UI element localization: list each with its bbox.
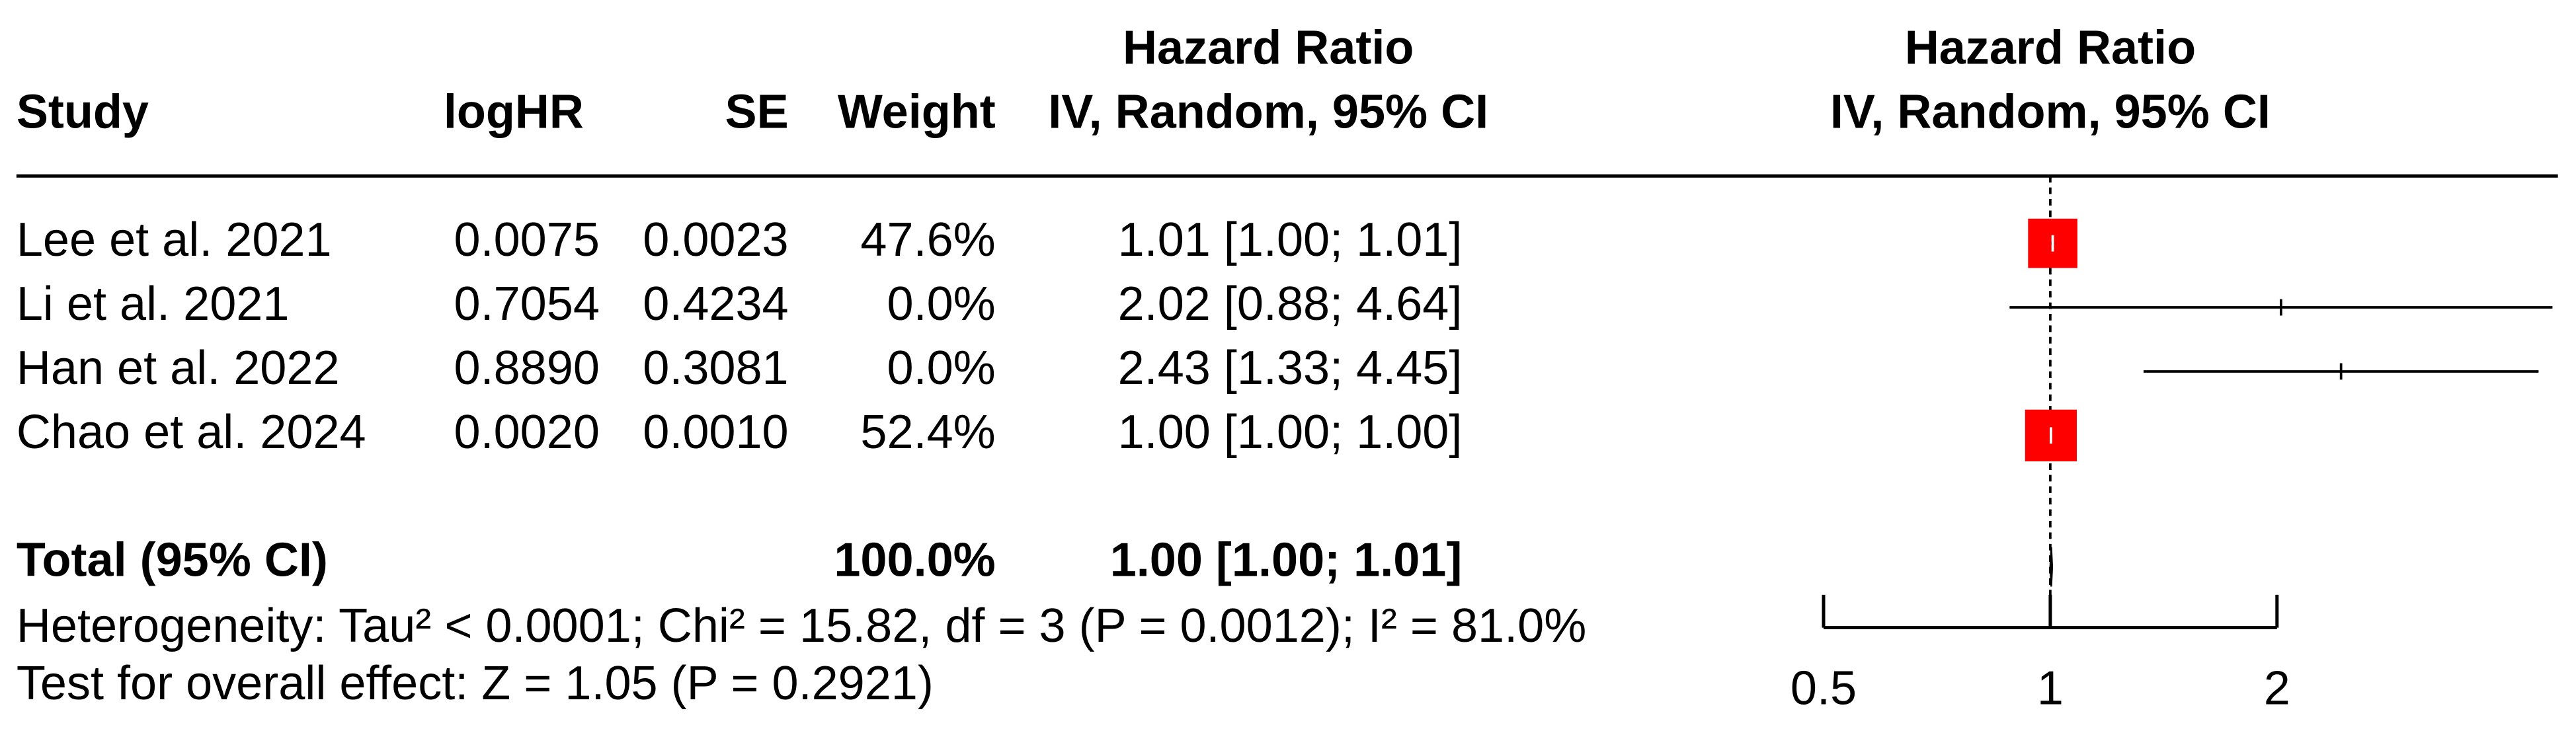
total-diamond <box>2049 547 2054 587</box>
header-study: Study <box>17 85 149 138</box>
hazard-ratio: 2.43 [1.33; 4.45] <box>1118 342 1463 395</box>
header-plot-method: IV, Random, 95% CI <box>1830 85 2271 138</box>
header-hr: Hazard Ratio <box>1123 21 1414 74</box>
header-hr-method: IV, Random, 95% CI <box>1048 85 1488 138</box>
total-hr: 1.00 [1.00; 1.01] <box>1110 534 1463 587</box>
x-tick-label: 2 <box>2264 662 2290 715</box>
total-weight: 100.0% <box>834 534 995 587</box>
study-name: Han et al. 2022 <box>17 342 340 395</box>
header-loghr: logHR <box>444 85 584 138</box>
weight: 0.0% <box>887 342 996 395</box>
study-name: Chao et al. 2024 <box>17 406 366 459</box>
hazard-ratio: 1.00 [1.00; 1.00] <box>1118 406 1463 459</box>
x-tick-label: 0.5 <box>1791 662 1857 715</box>
se: 0.0010 <box>643 406 788 459</box>
study-name: Lee et al. 2021 <box>17 213 332 266</box>
heterogeneity: Heterogeneity: Tau² < 0.0001; Chi² = 15.… <box>17 599 1586 652</box>
header-plot: Hazard Ratio <box>1905 21 2196 74</box>
study-name: Li et al. 2021 <box>17 278 290 330</box>
weight: 52.4% <box>860 406 995 459</box>
loghr: 0.0075 <box>454 213 600 266</box>
weight: 47.6% <box>860 213 995 266</box>
header-se: SE <box>725 85 789 138</box>
header-weight: Weight <box>838 85 996 138</box>
hazard-ratio: 1.01 [1.00; 1.01] <box>1118 213 1463 266</box>
x-tick-label: 1 <box>2037 662 2064 715</box>
se: 0.4234 <box>643 278 788 330</box>
loghr: 0.8890 <box>454 342 600 395</box>
hazard-ratio: 2.02 [0.88; 4.64] <box>1118 278 1463 330</box>
loghr: 0.7054 <box>454 278 600 330</box>
weight: 0.0% <box>887 278 996 330</box>
overall-effect: Test for overall effect: Z = 1.05 (P = 0… <box>17 657 934 710</box>
total-label: Total (95% CI) <box>17 534 328 587</box>
se: 0.3081 <box>643 342 788 395</box>
se: 0.0023 <box>643 213 788 266</box>
loghr: 0.0020 <box>454 406 600 459</box>
